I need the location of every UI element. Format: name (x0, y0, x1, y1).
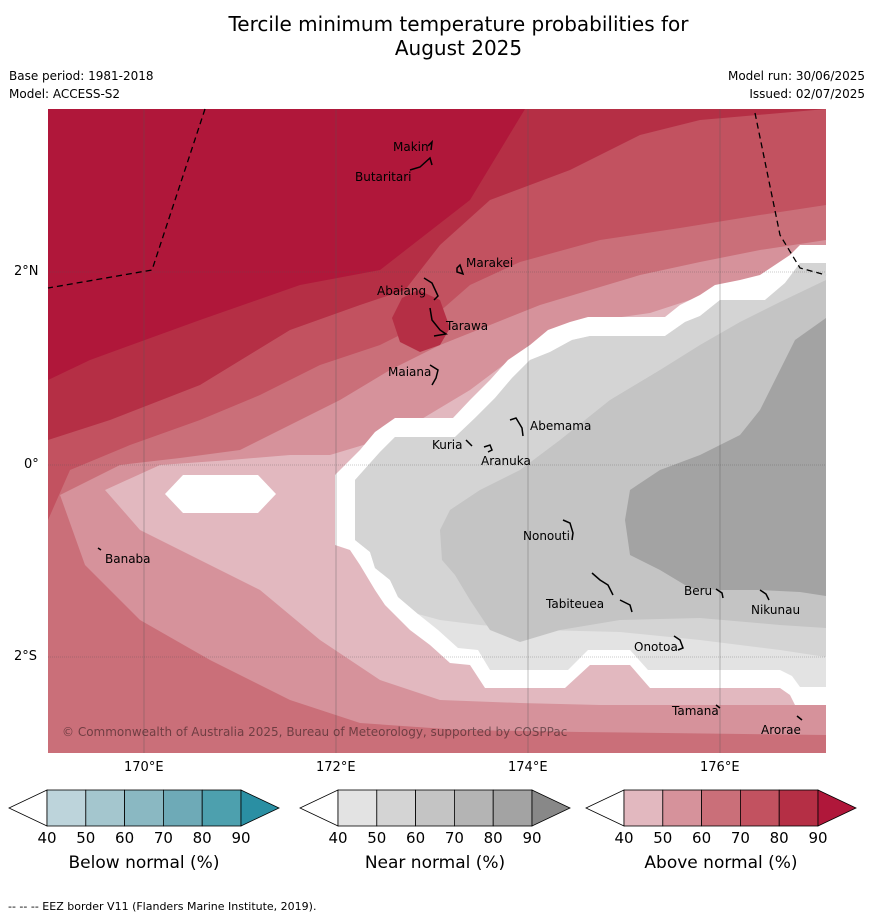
colorbar-below-tick: 50 (76, 829, 96, 847)
island-label-kuria: Kuria (432, 438, 463, 452)
island-label-tabiteuea: Tabiteuea (545, 597, 604, 611)
island-label-banaba: Banaba (105, 552, 151, 566)
island-label-onotoa: Onotoa (634, 640, 678, 654)
colorbar-above-tick: 60 (692, 829, 712, 847)
island-label-nikunau: Nikunau (751, 603, 800, 617)
colorbar-below-over-arrow (240, 789, 280, 827)
colorbar-near-over-arrow (531, 789, 571, 827)
title-line-2: August 2025 (394, 36, 523, 60)
colorbar-near-segment (453, 789, 494, 827)
model-run: Model run: 30/06/2025 (727, 69, 865, 83)
copyright-notice: © Commonwealth of Australia 2025, Bureau… (62, 725, 567, 739)
colorbar-below-segment (46, 789, 87, 827)
coastlines (97, 139, 803, 721)
colorbar-near-segment (415, 789, 455, 827)
colorbar-below-tick: 40 (37, 829, 57, 847)
colorbar-near-tick: 50 (367, 829, 387, 847)
colorbar-above (585, 789, 857, 827)
colorbars (8, 789, 857, 827)
eez-footer-note: -- -- -- EEZ border V11 (Flanders Marine… (8, 900, 317, 913)
eez-border (47, 108, 827, 289)
lon-tick-176e: 176°E (700, 760, 740, 775)
title-line-1: Tercile minimum temperature probabilitie… (228, 12, 689, 36)
colorbar-below-label: Below normal (%) (68, 853, 220, 873)
colorbar-near-tick: 90 (522, 829, 542, 847)
colorbar-above-segment (662, 789, 702, 827)
island-label-nonouti: Nonouti (523, 529, 570, 543)
gridlines (48, 109, 826, 753)
colorbar-above-segment (623, 789, 664, 827)
colorbar-above-under-arrow (585, 789, 625, 827)
colorbar-near-segment (376, 789, 416, 827)
colorbar-near-label: Near normal (%) (364, 853, 506, 873)
island-label-abemama: Abemama (530, 419, 591, 433)
colorbar-near-tick: 80 (483, 829, 503, 847)
colorbar-below-segment (124, 789, 164, 827)
colorbar-near-segment (492, 789, 533, 827)
map-title: Tercile minimum temperature probabilitie… (0, 12, 873, 60)
island-label-tamana: Tamana (671, 704, 719, 718)
colorbar-above-segment (701, 789, 741, 827)
colorbar-above-tick: 70 (730, 829, 750, 847)
colorbar-below-tick: 90 (231, 829, 251, 847)
colorbar-above-tick: 80 (769, 829, 789, 847)
island-label-makin: Makin (393, 140, 429, 154)
colorbar-below-tick: 70 (153, 829, 173, 847)
colorbar-below-under-arrow (8, 789, 48, 827)
lat-tick-0: 0° (24, 457, 39, 472)
colorbar-near-tick: 40 (328, 829, 348, 847)
lat-tick-2n: 2°N (14, 264, 39, 279)
colorbar-above-over-arrow (817, 789, 857, 827)
issued-date: Issued: 02/07/2025 (749, 87, 865, 101)
colorbar-above-segment (740, 789, 780, 827)
colorbar-above-tick: 40 (614, 829, 634, 847)
colorbar-near (299, 789, 571, 827)
colorbar-above-tick: 50 (653, 829, 673, 847)
island-label-butaritari: Butaritari (355, 170, 412, 184)
island-labels: Makin Butaritari Marakei Abaiang Tarawa … (105, 140, 801, 737)
lat-tick-2s: 2°S (14, 649, 38, 664)
colorbar-near-under-arrow (299, 789, 339, 827)
island-label-beru: Beru (684, 584, 712, 598)
lon-tick-172e: 172°E (316, 760, 356, 775)
island-label-aranuka: Aranuka (481, 454, 531, 468)
island-label-tarawa: Tarawa (445, 319, 488, 333)
colorbar-near-tick: 60 (406, 829, 426, 847)
colorbar-below (8, 789, 280, 827)
model-name: Model: ACCESS-S2 (9, 87, 121, 101)
lon-tick-174e: 174°E (508, 760, 548, 775)
colorbar-above-segment (778, 789, 819, 827)
lon-tick-170e: 170°E (124, 760, 164, 775)
colorbar-above-label: Above normal (%) (644, 853, 798, 873)
island-label-abaiang: Abaiang (377, 284, 426, 298)
colorbar-below-segment (201, 789, 242, 827)
island-label-arorae: Arorae (761, 723, 801, 737)
colorbar-near-tick: 70 (444, 829, 464, 847)
contour-fill (48, 109, 826, 753)
colorbar-below-segment (85, 789, 126, 827)
colorbar-below-segment (162, 789, 203, 827)
colorbar-above-tick: 90 (808, 829, 828, 847)
colorbar-below-tick: 80 (192, 829, 212, 847)
band-near-70 (625, 318, 826, 596)
island-label-maiana: Maiana (388, 365, 431, 379)
colorbar-near-segment (337, 789, 378, 827)
base-period: Base period: 1981-2018 (9, 69, 154, 83)
island-label-marakei: Marakei (466, 256, 513, 270)
band-white-island (165, 475, 276, 513)
colorbar-below-tick: 60 (115, 829, 135, 847)
